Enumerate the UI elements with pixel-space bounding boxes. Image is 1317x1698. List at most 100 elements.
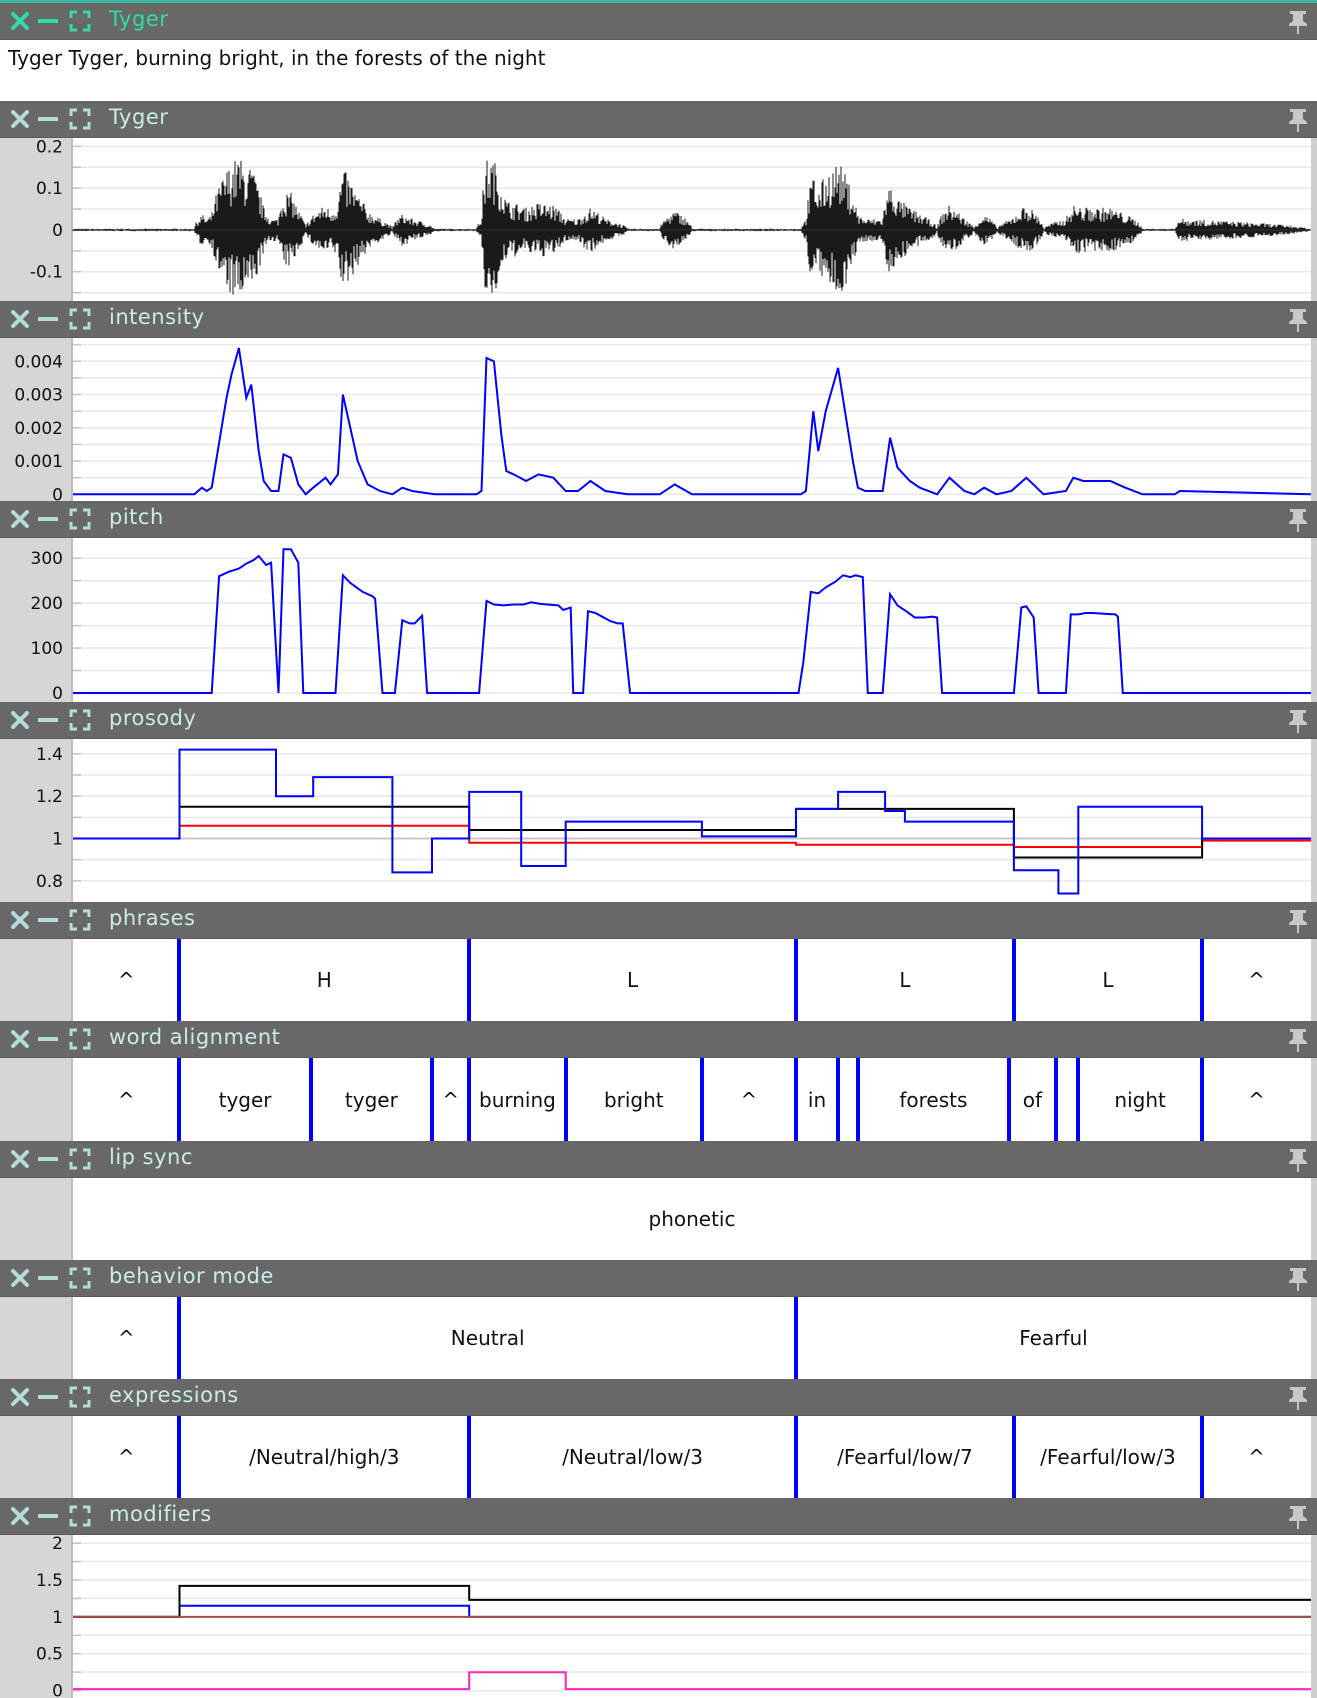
segment-boundary[interactable] (1076, 1058, 1081, 1141)
maximize-icon[interactable] (68, 1266, 92, 1290)
scrollbar[interactable] (1311, 1297, 1317, 1379)
segment-boundary[interactable] (1200, 1416, 1205, 1498)
maximize-icon[interactable] (68, 507, 92, 531)
pin-icon[interactable] (1287, 107, 1309, 133)
maximize-icon[interactable] (68, 1027, 92, 1051)
word-segment[interactable]: tyger (344, 1087, 398, 1112)
minimize-icon[interactable] (36, 1147, 60, 1171)
phrases-segment[interactable]: L (626, 968, 639, 992)
maximize-icon[interactable] (68, 1147, 92, 1171)
modifiers-content[interactable]: 2 1.5 1 0.5 0 (0, 1535, 1317, 1698)
segment-boundary[interactable] (467, 1416, 472, 1498)
segment-boundary[interactable] (793, 1297, 798, 1379)
minimize-icon[interactable] (36, 1266, 60, 1290)
maximize-icon[interactable] (68, 107, 92, 131)
segment-boundary[interactable] (1006, 1058, 1011, 1141)
segment-boundary[interactable] (1200, 1058, 1205, 1141)
segment-boundary[interactable] (836, 1058, 841, 1141)
scrollbar[interactable] (1311, 739, 1317, 902)
maximize-icon[interactable] (68, 1385, 92, 1409)
segment-boundary[interactable] (308, 1058, 313, 1141)
word-content[interactable]: ^ tyger tyger ^ burning bright ^ in forests of nig… (0, 1058, 1317, 1141)
phrases-segment[interactable]: ^ (1248, 968, 1265, 992)
expressions-content[interactable]: ^ /Neutral/high/3/Neutral/low/3/Fearful/l… (0, 1416, 1317, 1498)
scrollbar[interactable] (1311, 1535, 1317, 1698)
pin-icon[interactable] (1287, 9, 1309, 35)
close-icon[interactable] (8, 107, 32, 131)
lipsync-segment[interactable]: phonetic (648, 1207, 736, 1231)
minimize-icon[interactable] (36, 1504, 60, 1528)
segment-boundary[interactable] (793, 939, 798, 1021)
word-segment[interactable]: ^ (442, 1087, 459, 1112)
scrollbar[interactable] (1311, 138, 1317, 301)
segment-boundary[interactable] (177, 1297, 182, 1379)
word-segment[interactable]: of (1022, 1087, 1043, 1112)
phrases-segment[interactable]: ^ (117, 968, 135, 992)
minimize-icon[interactable] (36, 9, 60, 33)
word-segment[interactable]: in (807, 1087, 827, 1112)
close-icon[interactable] (8, 307, 32, 331)
pin-icon[interactable] (1287, 1266, 1309, 1292)
segment-boundary[interactable] (467, 1058, 472, 1141)
scrollbar[interactable] (1311, 939, 1317, 1021)
behavior-segment[interactable]: Fearful (1019, 1326, 1088, 1350)
close-icon[interactable] (8, 1147, 32, 1171)
segment-boundary[interactable] (177, 1416, 182, 1498)
maximize-icon[interactable] (68, 9, 92, 33)
scrollbar[interactable] (1311, 338, 1317, 501)
word-segment[interactable]: tyger (218, 1087, 272, 1112)
segment-boundary[interactable] (430, 1058, 435, 1141)
segment-boundary[interactable] (855, 1058, 860, 1141)
close-icon[interactable] (8, 908, 32, 932)
word-segment[interactable]: night (1114, 1087, 1166, 1112)
minimize-icon[interactable] (36, 107, 60, 131)
expressions-segment[interactable]: /Neutral/high/3 (249, 1445, 400, 1469)
segment-boundary[interactable] (699, 1058, 704, 1141)
behavior-segment[interactable]: Neutral (450, 1326, 525, 1350)
segment-boundary[interactable] (1200, 939, 1205, 1021)
pin-icon[interactable] (1287, 708, 1309, 734)
pin-icon[interactable] (1287, 1027, 1309, 1053)
behavior-segment[interactable]: ^ (117, 1326, 135, 1350)
expressions-segment[interactable]: /Neutral/low/3 (562, 1445, 704, 1469)
maximize-icon[interactable] (68, 908, 92, 932)
minimize-icon[interactable] (36, 507, 60, 531)
waveform-content[interactable]: 0.2 0.1 0 -0.1 (0, 138, 1317, 301)
close-icon[interactable] (8, 1504, 32, 1528)
minimize-icon[interactable] (36, 908, 60, 932)
word-segment[interactable]: ^ (1248, 1087, 1265, 1112)
pin-icon[interactable] (1287, 507, 1309, 533)
scrollbar[interactable] (1311, 1058, 1317, 1141)
phrases-segment[interactable]: H (316, 968, 332, 992)
close-icon[interactable] (8, 9, 32, 33)
word-segment[interactable] (838, 1058, 858, 1141)
segment-boundary[interactable] (1011, 939, 1016, 1021)
close-icon[interactable] (8, 1027, 32, 1051)
maximize-icon[interactable] (68, 708, 92, 732)
segment-boundary[interactable] (177, 939, 182, 1021)
close-icon[interactable] (8, 708, 32, 732)
segment-boundary[interactable] (177, 1058, 182, 1141)
expressions-segment[interactable]: /Fearful/low/3 (1040, 1445, 1176, 1469)
scrollbar[interactable] (1311, 538, 1317, 702)
word-segment[interactable]: forests (899, 1087, 968, 1112)
scrollbar[interactable] (1311, 1178, 1317, 1260)
expressions-segment[interactable]: /Fearful/low/7 (837, 1445, 973, 1469)
maximize-icon[interactable] (68, 1504, 92, 1528)
pin-icon[interactable] (1287, 1385, 1309, 1411)
phrases-content[interactable]: ^ H L L L ^ (0, 939, 1317, 1021)
phrases-segment[interactable]: L (1102, 968, 1114, 992)
segment-boundary[interactable] (793, 1416, 798, 1498)
word-segment[interactable]: burning (479, 1087, 556, 1112)
close-icon[interactable] (8, 507, 32, 531)
expressions-segment[interactable]: ^ (1248, 1445, 1265, 1469)
minimize-icon[interactable] (36, 1027, 60, 1051)
pin-icon[interactable] (1287, 1147, 1309, 1173)
lipsync-content[interactable]: phonetic (0, 1178, 1317, 1260)
expressions-segment[interactable]: ^ (117, 1445, 135, 1469)
phrases-segment[interactable]: L (899, 968, 911, 992)
scrollbar[interactable] (1311, 1416, 1317, 1498)
close-icon[interactable] (8, 1266, 32, 1290)
word-segment[interactable] (1056, 1058, 1078, 1141)
minimize-icon[interactable] (36, 1385, 60, 1409)
